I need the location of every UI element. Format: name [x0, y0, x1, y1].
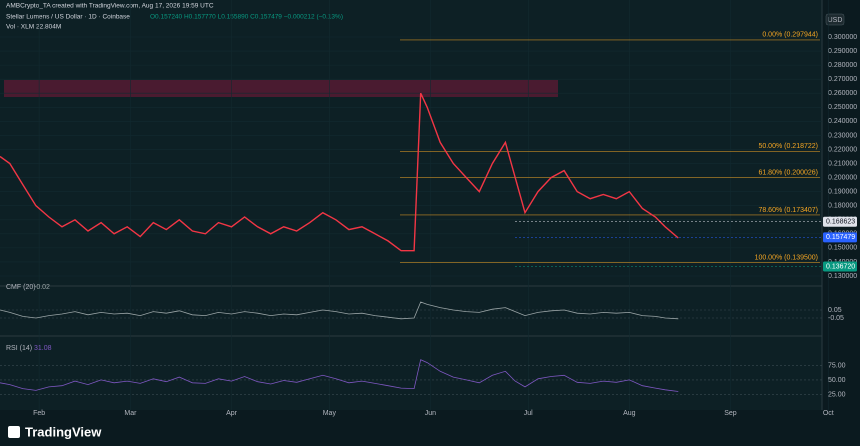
y-tick-label: 0.180000: [828, 203, 857, 210]
price-tag: [823, 261, 857, 272]
x-tick-label: Feb: [33, 410, 45, 417]
y-tick-label: 0.270000: [828, 76, 857, 83]
y-tick-label: 0.05: [828, 307, 842, 314]
price-tag: [823, 216, 857, 227]
fib-label: 0.00% (0.297944): [762, 32, 818, 39]
x-tick-label: Sep: [724, 410, 737, 417]
brand: TradingView: [25, 424, 102, 439]
logo: TradingView: [8, 424, 102, 439]
x-tick-label: Apr: [226, 410, 238, 417]
x-tick-label: Jun: [425, 410, 436, 417]
x-tick-label: Mar: [124, 410, 137, 417]
y-tick-label: -0.05: [828, 315, 844, 322]
y-tick-label: 0.240000: [828, 118, 857, 125]
series-line: [0, 359, 679, 392]
x-tick-label: May: [323, 410, 337, 417]
creator: AMBCrypto_TA created with TradingView.co…: [6, 3, 214, 10]
currency-box[interactable]: [825, 13, 845, 26]
y-tick-label: 0.150000: [828, 245, 857, 252]
indicator-title: CMF (20): [6, 284, 36, 291]
plot-area: [0, 0, 822, 410]
y-tick-label: 0.230000: [828, 132, 857, 139]
y-tick-label: 0.250000: [828, 104, 857, 111]
x-tick-label: Jul: [524, 410, 533, 417]
y-tick-label: 0.130000: [828, 273, 857, 280]
fib-label: 78.60% (0.173407): [758, 207, 818, 214]
fib-label: 61.80% (0.200026): [758, 169, 818, 176]
y-tick-label: 0.200000: [828, 174, 857, 181]
x-tick-label: Aug: [623, 410, 636, 417]
symbol-title: Stellar Lumens / US Dollar · 1D · Coinba…: [6, 14, 130, 21]
series-line: [0, 301, 679, 320]
y-tick-label: 0.220000: [828, 146, 857, 153]
price-tag: [823, 232, 857, 243]
ohlc: O0.157240 H0.157770 L0.155890 C0.157479 …: [150, 14, 343, 21]
indicator-value: 31.08: [34, 345, 52, 352]
x-tick-label: Oct: [823, 410, 834, 417]
indicator-value: -0.02: [34, 284, 50, 291]
supply-zone: [4, 80, 558, 97]
fib-label: 50.00% (0.218722): [758, 143, 818, 150]
y-tick-label: 75.00: [828, 362, 846, 369]
price-tag-label: 0.157479: [826, 234, 855, 241]
price-tag-label: 0.168623: [826, 219, 855, 226]
y-tick-label: 0.280000: [828, 62, 857, 69]
y-tick-label: 50.00: [828, 377, 846, 384]
fib-label: 100.00% (0.139500): [755, 254, 818, 261]
indicator-title: RSI (14): [6, 345, 32, 352]
volume: Vol · XLM 22.804M: [6, 24, 61, 31]
currency[interactable]: USD: [828, 17, 843, 24]
price-tag-label: 0.136720: [826, 263, 855, 270]
logo-icon: [8, 426, 20, 438]
y-tick-label: 25.00: [828, 391, 846, 398]
series-line: [0, 92, 679, 252]
y-tick-label: 0.260000: [828, 90, 857, 97]
y-tick-label: 0.290000: [828, 48, 857, 55]
y-tick-label: 0.190000: [828, 188, 857, 195]
y-tick-label: 0.300000: [828, 34, 857, 41]
y-tick-label: 0.210000: [828, 160, 857, 167]
